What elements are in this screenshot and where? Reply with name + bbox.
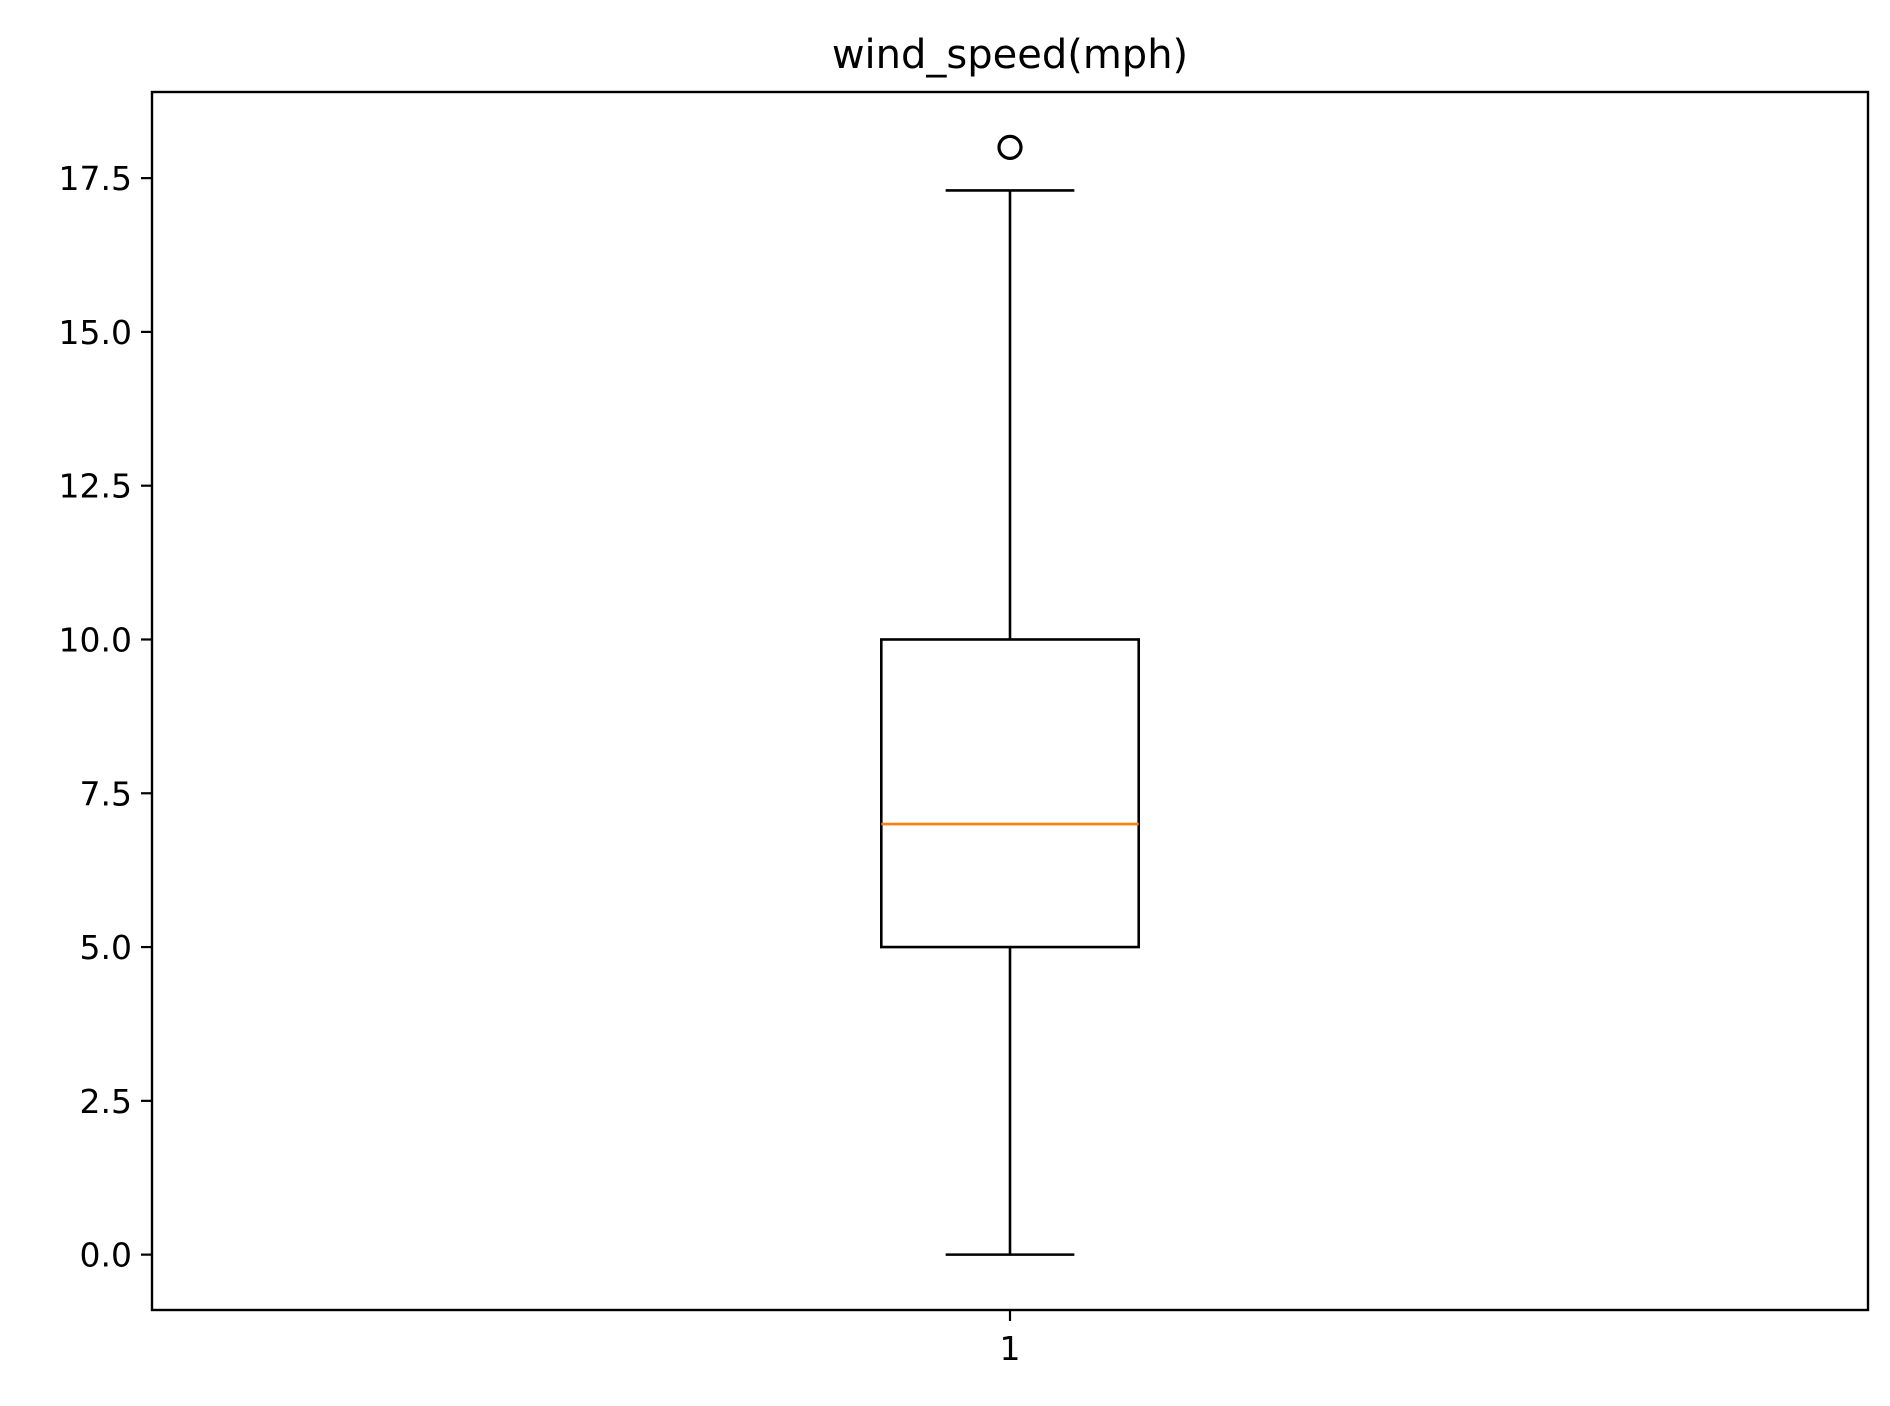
y-tick-label: 2.5 [80,1082,132,1121]
y-tick-label: 5.0 [80,928,132,967]
y-tick-label: 10.0 [59,620,132,659]
y-axis-ticks: 0.0 2.5 5.0 7.5 10.0 12.5 15.0 17.5 [59,159,152,1275]
iqr-box [879,638,1140,949]
y-tick-label: 12.5 [59,467,132,506]
y-tick-label: 7.5 [80,774,132,813]
chart-title: wind_speed(mph) [832,32,1188,78]
y-tick-label: 0.0 [80,1236,132,1275]
box-group [879,134,1140,1256]
plot-area-frame [150,90,1870,1312]
x-axis-ticks: 1 [1000,1310,1021,1368]
y-tick-label: 17.5 [59,159,132,198]
x-tick-label: 1 [1000,1329,1021,1368]
y-tick-label: 15.0 [59,313,132,352]
outlier-point [997,134,1023,160]
